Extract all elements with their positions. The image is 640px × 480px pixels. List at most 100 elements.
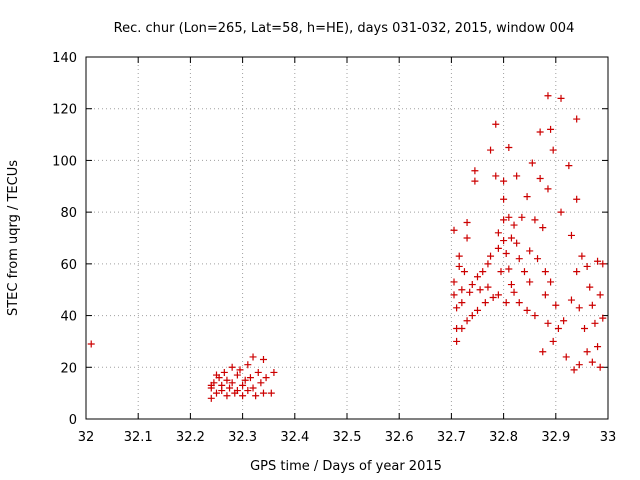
x-tick-label: 32.5 xyxy=(333,430,362,445)
data-point xyxy=(463,234,471,242)
data-point xyxy=(228,379,236,387)
gridlines xyxy=(86,57,608,419)
data-point xyxy=(518,213,526,221)
data-point xyxy=(458,286,466,294)
data-point xyxy=(466,288,474,296)
y-tick-label: 80 xyxy=(60,206,77,221)
data-point xyxy=(474,273,481,281)
x-tick-label: 32.7 xyxy=(437,430,466,445)
data-point xyxy=(554,325,562,332)
x-tick-label: 32.3 xyxy=(228,430,257,445)
data-point xyxy=(492,120,500,128)
data-point xyxy=(252,392,260,400)
data-point xyxy=(481,299,489,307)
data-point xyxy=(244,361,252,369)
data-point xyxy=(270,368,278,376)
data-point xyxy=(531,312,539,320)
data-point xyxy=(570,366,578,374)
data-point xyxy=(228,363,236,371)
data-point xyxy=(458,299,466,307)
data-point xyxy=(494,244,502,252)
data-point xyxy=(541,291,549,299)
data-point xyxy=(520,268,528,276)
data-point xyxy=(233,387,241,395)
x-tick-label: 32 xyxy=(78,430,95,445)
data-point xyxy=(500,237,508,245)
data-point xyxy=(500,177,508,185)
data-point xyxy=(254,368,262,376)
y-tick-label: 140 xyxy=(52,51,77,66)
data-point xyxy=(249,353,257,361)
y-tick-labels: 0 20 40 60 80 100 120 140 xyxy=(52,51,77,428)
data-point xyxy=(557,208,565,216)
x-tick-label: 32.4 xyxy=(280,430,309,445)
data-point xyxy=(453,304,461,312)
data-point xyxy=(513,172,521,180)
data-point xyxy=(463,218,471,226)
data-point xyxy=(468,281,476,289)
data-point xyxy=(218,387,226,395)
data-point xyxy=(515,255,523,263)
data-point xyxy=(588,301,596,309)
data-point xyxy=(573,268,581,276)
data-point xyxy=(463,317,471,325)
data-point xyxy=(523,193,531,201)
data-point xyxy=(575,361,583,369)
y-axis-title: STEC from uqrg / TECUs xyxy=(6,160,21,316)
data-point xyxy=(223,376,231,384)
data-point xyxy=(560,317,568,325)
data-point xyxy=(596,363,604,371)
data-point xyxy=(453,337,461,345)
data-point xyxy=(575,304,583,312)
data-point xyxy=(510,288,518,296)
data-point xyxy=(460,268,468,276)
data-point xyxy=(236,366,244,374)
data-point xyxy=(507,281,515,289)
data-point xyxy=(484,283,492,291)
data-point xyxy=(573,115,581,123)
x-tick-label: 32.8 xyxy=(489,430,518,445)
data-point xyxy=(259,356,267,364)
data-point xyxy=(259,389,267,397)
data-point xyxy=(492,172,500,180)
data-point xyxy=(565,162,573,170)
x-tick-labels: 32 32.1 32.2 32.3 32.4 32.5 32.6 32.7 32.8 32.9 33 xyxy=(78,430,617,445)
chart-title: Rec. chur (Lon=265, Lat=58, h=HE), days … xyxy=(114,21,575,36)
data-point xyxy=(599,314,607,322)
data-point xyxy=(578,252,586,260)
data-point xyxy=(215,374,223,382)
data-point xyxy=(505,265,513,273)
data-point xyxy=(487,146,495,154)
data-point xyxy=(468,312,476,320)
data-point xyxy=(549,146,557,154)
data-point xyxy=(450,226,458,234)
y-tick-label: 60 xyxy=(60,258,77,273)
data-point xyxy=(544,185,552,193)
data-point xyxy=(220,368,228,376)
data-point xyxy=(536,175,544,183)
data-point xyxy=(450,291,458,299)
data-point xyxy=(549,337,557,345)
data-point xyxy=(257,379,265,387)
data-point xyxy=(562,353,570,361)
data-point xyxy=(515,299,523,307)
data-point xyxy=(262,374,270,382)
x-axis-title: GPS time / Days of year 2015 xyxy=(250,459,442,474)
data-point xyxy=(502,250,510,258)
data-point xyxy=(207,384,215,392)
data-point xyxy=(455,252,463,260)
x-tick-label: 33 xyxy=(600,430,617,445)
data-point xyxy=(599,260,607,268)
data-point xyxy=(523,306,531,314)
data-point xyxy=(594,343,602,351)
x-tick-label: 32.1 xyxy=(124,430,153,445)
data-point xyxy=(534,255,542,263)
x-tick-label: 32.6 xyxy=(385,430,414,445)
data-point xyxy=(505,144,513,151)
data-point xyxy=(526,278,534,286)
data-point xyxy=(494,229,502,237)
data-point xyxy=(581,325,589,332)
data-point xyxy=(476,286,484,294)
data-point xyxy=(450,278,458,286)
y-tick-label: 0 xyxy=(69,413,77,428)
